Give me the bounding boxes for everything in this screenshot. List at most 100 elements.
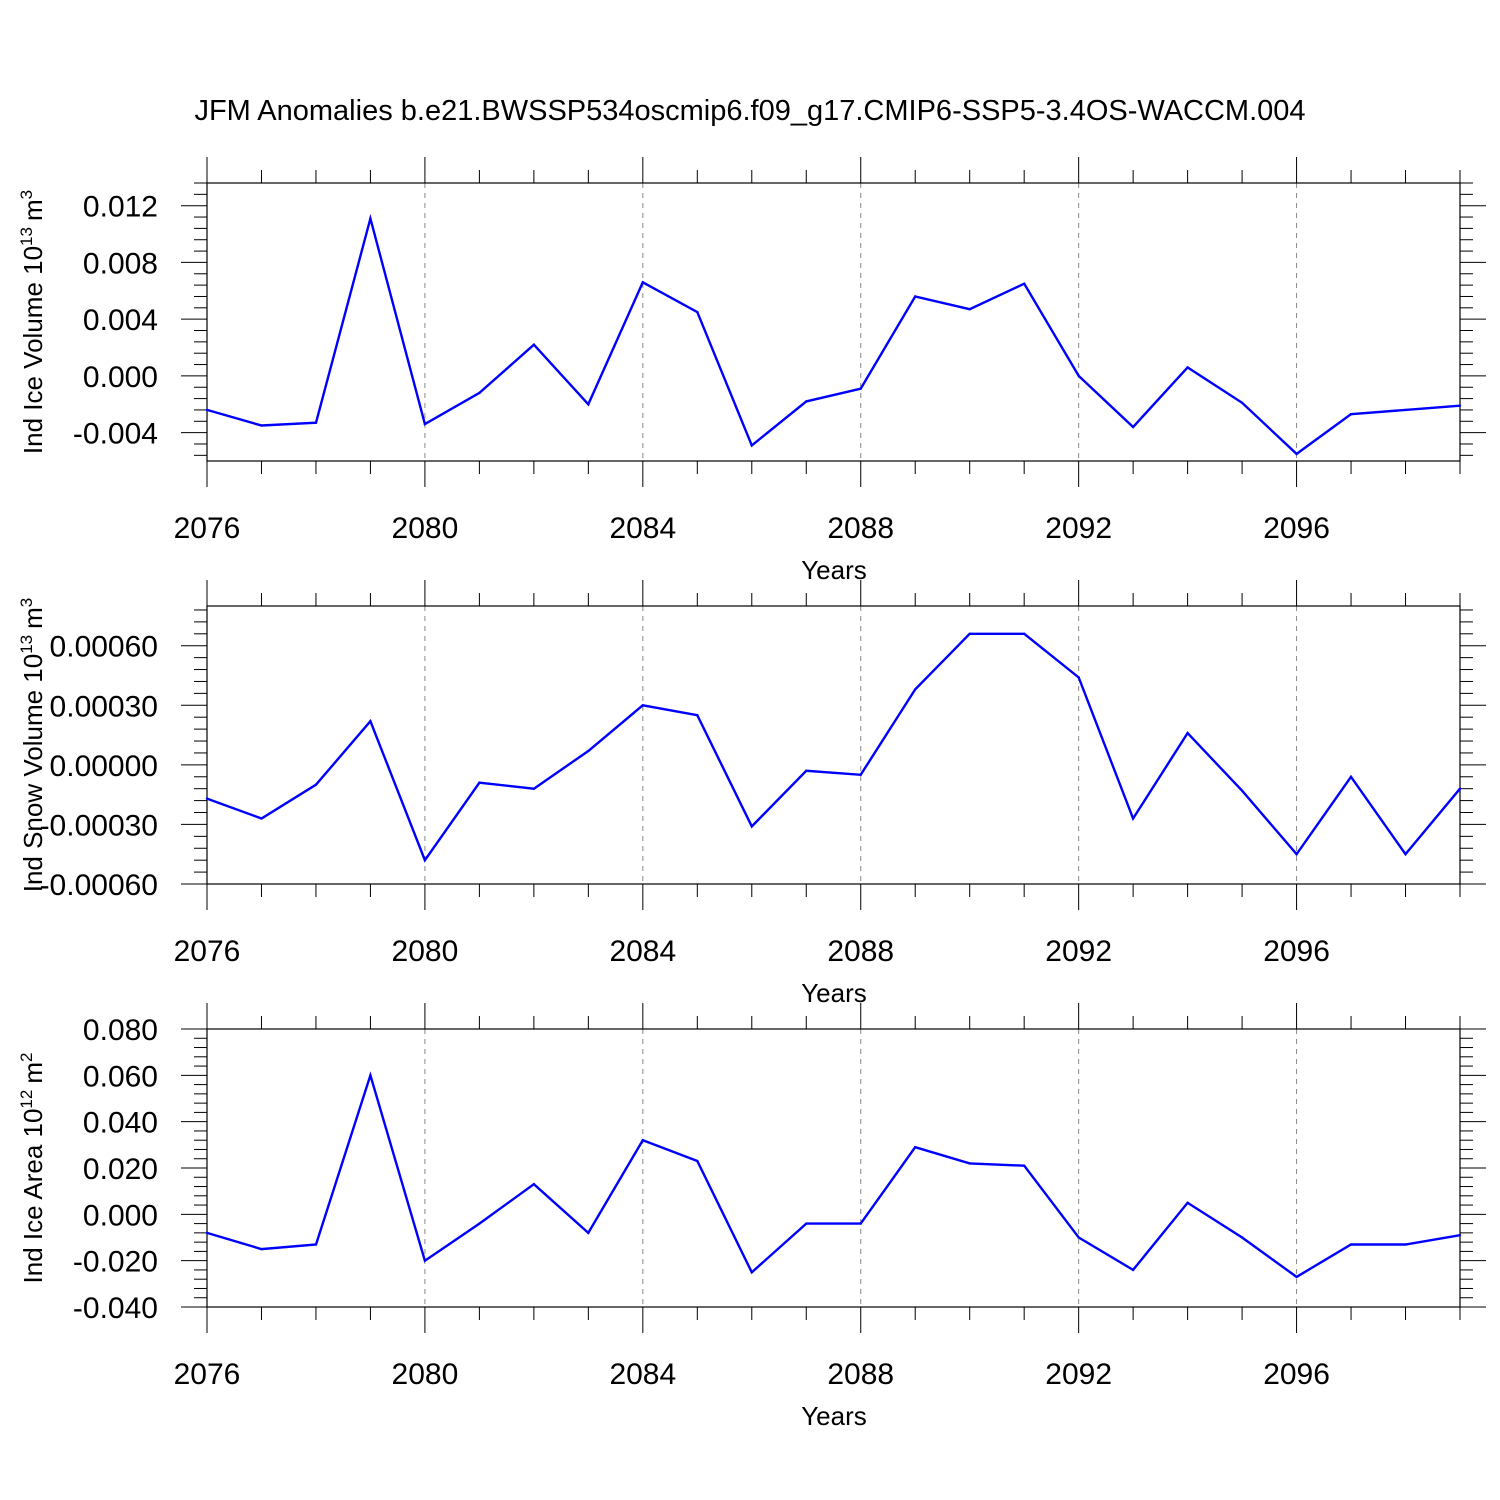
data-point-2094 <box>1186 731 1189 735</box>
x-tick-label: 2084 <box>609 1358 676 1391</box>
data-point-2082 <box>532 1183 536 1186</box>
data-point-2095 <box>1240 789 1244 792</box>
data-point-2080 <box>423 1259 427 1262</box>
data-point-2076 <box>205 408 209 412</box>
y-axis-label: Ind Snow Volume 1013 m3 <box>17 598 48 893</box>
chart-panel-3: 2076 2080 2084 2088 2092 2096 -0.040 -0.020 0.00… <box>17 1003 1486 1431</box>
y-tick-label: -0.00060 <box>40 869 158 902</box>
x-tick-label: 2076 <box>174 512 241 545</box>
y-axis-label-exponent: 13 <box>17 635 36 654</box>
y-tick-label: 0.012 <box>83 191 158 224</box>
x-axis-label: Years <box>801 555 867 585</box>
data-point-2077 <box>260 1247 263 1251</box>
data-point-2089 <box>914 1145 917 1149</box>
data-point-2077 <box>260 424 263 427</box>
y-axis-label: Ind Ice Area 1012 m2 <box>17 1053 48 1284</box>
x-tick-label: 2080 <box>392 512 459 545</box>
data-point-2083 <box>587 1231 590 1235</box>
data-point-2095 <box>1240 401 1244 405</box>
data-point-2081 <box>478 781 481 784</box>
x-tick-label: 2096 <box>1263 1358 1330 1391</box>
data-point-2098 <box>1404 408 1407 412</box>
data-point-2090 <box>968 1162 971 1165</box>
data-point-2097 <box>1349 1243 1353 1246</box>
x-tick-label: 2076 <box>174 935 241 968</box>
data-point-2086 <box>750 825 753 828</box>
x-tick-label: 2084 <box>609 512 676 545</box>
data-point-2093 <box>1131 1268 1135 1272</box>
series-line <box>206 213 1461 456</box>
data-point-2094 <box>1186 366 1189 369</box>
data-point-2085 <box>696 714 699 717</box>
data-point-2080 <box>423 858 427 862</box>
x-tick-label: 2076 <box>174 1358 241 1391</box>
y-tick-label: -0.004 <box>73 418 158 451</box>
data-point-2091 <box>1022 282 1026 285</box>
x-axis-label: Years <box>801 1401 867 1431</box>
y-axis-label-unit: m <box>18 1062 48 1084</box>
chart-panel-1: 2076 2080 2084 2088 2092 2096 -0.004 0.000 0.004… <box>17 157 1486 585</box>
data-point-2098 <box>1404 1243 1407 1246</box>
y-tick-label: 0.00030 <box>50 690 158 723</box>
y-tick-label: 0.008 <box>83 247 158 280</box>
data-point-2097 <box>1349 412 1353 416</box>
data-point-2084 <box>641 281 645 284</box>
data-point-2092 <box>1077 374 1080 378</box>
data-point-2076 <box>205 797 209 800</box>
y-axis-label-unit: m <box>18 607 48 629</box>
data-point-2084 <box>641 1139 645 1142</box>
data-point-2087 <box>805 400 808 403</box>
series-line <box>206 1071 1461 1279</box>
data-point-2085 <box>696 310 699 314</box>
y-axis-label-exponent: 12 <box>17 1090 36 1109</box>
y-tick-label: -0.020 <box>73 1246 158 1279</box>
data-point-2083 <box>587 749 590 753</box>
x-tick-label: 2084 <box>609 935 676 968</box>
data-point-2078 <box>314 421 318 424</box>
y-axis-label-unit-exponent: 2 <box>17 1053 36 1062</box>
data-point-2079 <box>369 719 372 723</box>
data-point-2091 <box>1022 1164 1026 1167</box>
data-point-2081 <box>478 1222 481 1225</box>
data-point-2082 <box>532 787 536 790</box>
y-axis-label-unit-exponent: 3 <box>17 598 36 607</box>
x-tick-label: 2080 <box>392 1358 459 1391</box>
data-point-2076 <box>205 1231 209 1235</box>
y-tick-label: -0.040 <box>73 1292 158 1325</box>
y-axis-label: Ind Ice Volume 1013 m3 <box>17 190 48 454</box>
data-point-2087 <box>805 1222 808 1225</box>
data-point-2093 <box>1131 817 1135 820</box>
data-point-2086 <box>750 444 753 447</box>
y-tick-label: 0.040 <box>83 1107 158 1140</box>
data-point-2099 <box>1458 787 1462 790</box>
y-tick-label: 0.000 <box>83 1199 158 1232</box>
chart-panel-2: 2076 2080 2084 2088 2092 2096 -0.00060 -0.00030… <box>17 580 1486 1008</box>
x-tick-label: 2080 <box>392 935 459 968</box>
y-axis-label-text: Ind Ice Area 10 <box>18 1109 48 1284</box>
data-point-2091 <box>1022 632 1026 635</box>
data-point-2096 <box>1295 452 1298 456</box>
data-point-2096 <box>1295 853 1298 856</box>
data-point-2085 <box>696 1159 699 1163</box>
data-point-2089 <box>914 688 917 691</box>
data-point-2081 <box>478 391 481 395</box>
data-point-2088 <box>859 387 862 390</box>
x-tick-label: 2088 <box>827 935 894 968</box>
y-tick-label: 0.060 <box>83 1060 158 1093</box>
y-axis-label-exponent: 13 <box>17 227 36 246</box>
data-point-2084 <box>641 704 645 707</box>
y-axis-label-text: Ind Snow Volume 10 <box>18 654 48 893</box>
y-tick-label: 0.004 <box>83 304 158 337</box>
data-point-2094 <box>1186 1201 1189 1204</box>
x-tick-label: 2092 <box>1045 512 1112 545</box>
x-tick-label: 2092 <box>1045 1358 1112 1391</box>
y-tick-label: 0.080 <box>83 1014 158 1047</box>
data-point-2087 <box>805 769 808 773</box>
y-tick-label: 0.00000 <box>50 750 158 783</box>
y-tick-label: 0.020 <box>83 1153 158 1186</box>
data-point-2095 <box>1240 1236 1244 1239</box>
data-point-2083 <box>587 403 590 406</box>
data-point-2098 <box>1404 853 1407 856</box>
